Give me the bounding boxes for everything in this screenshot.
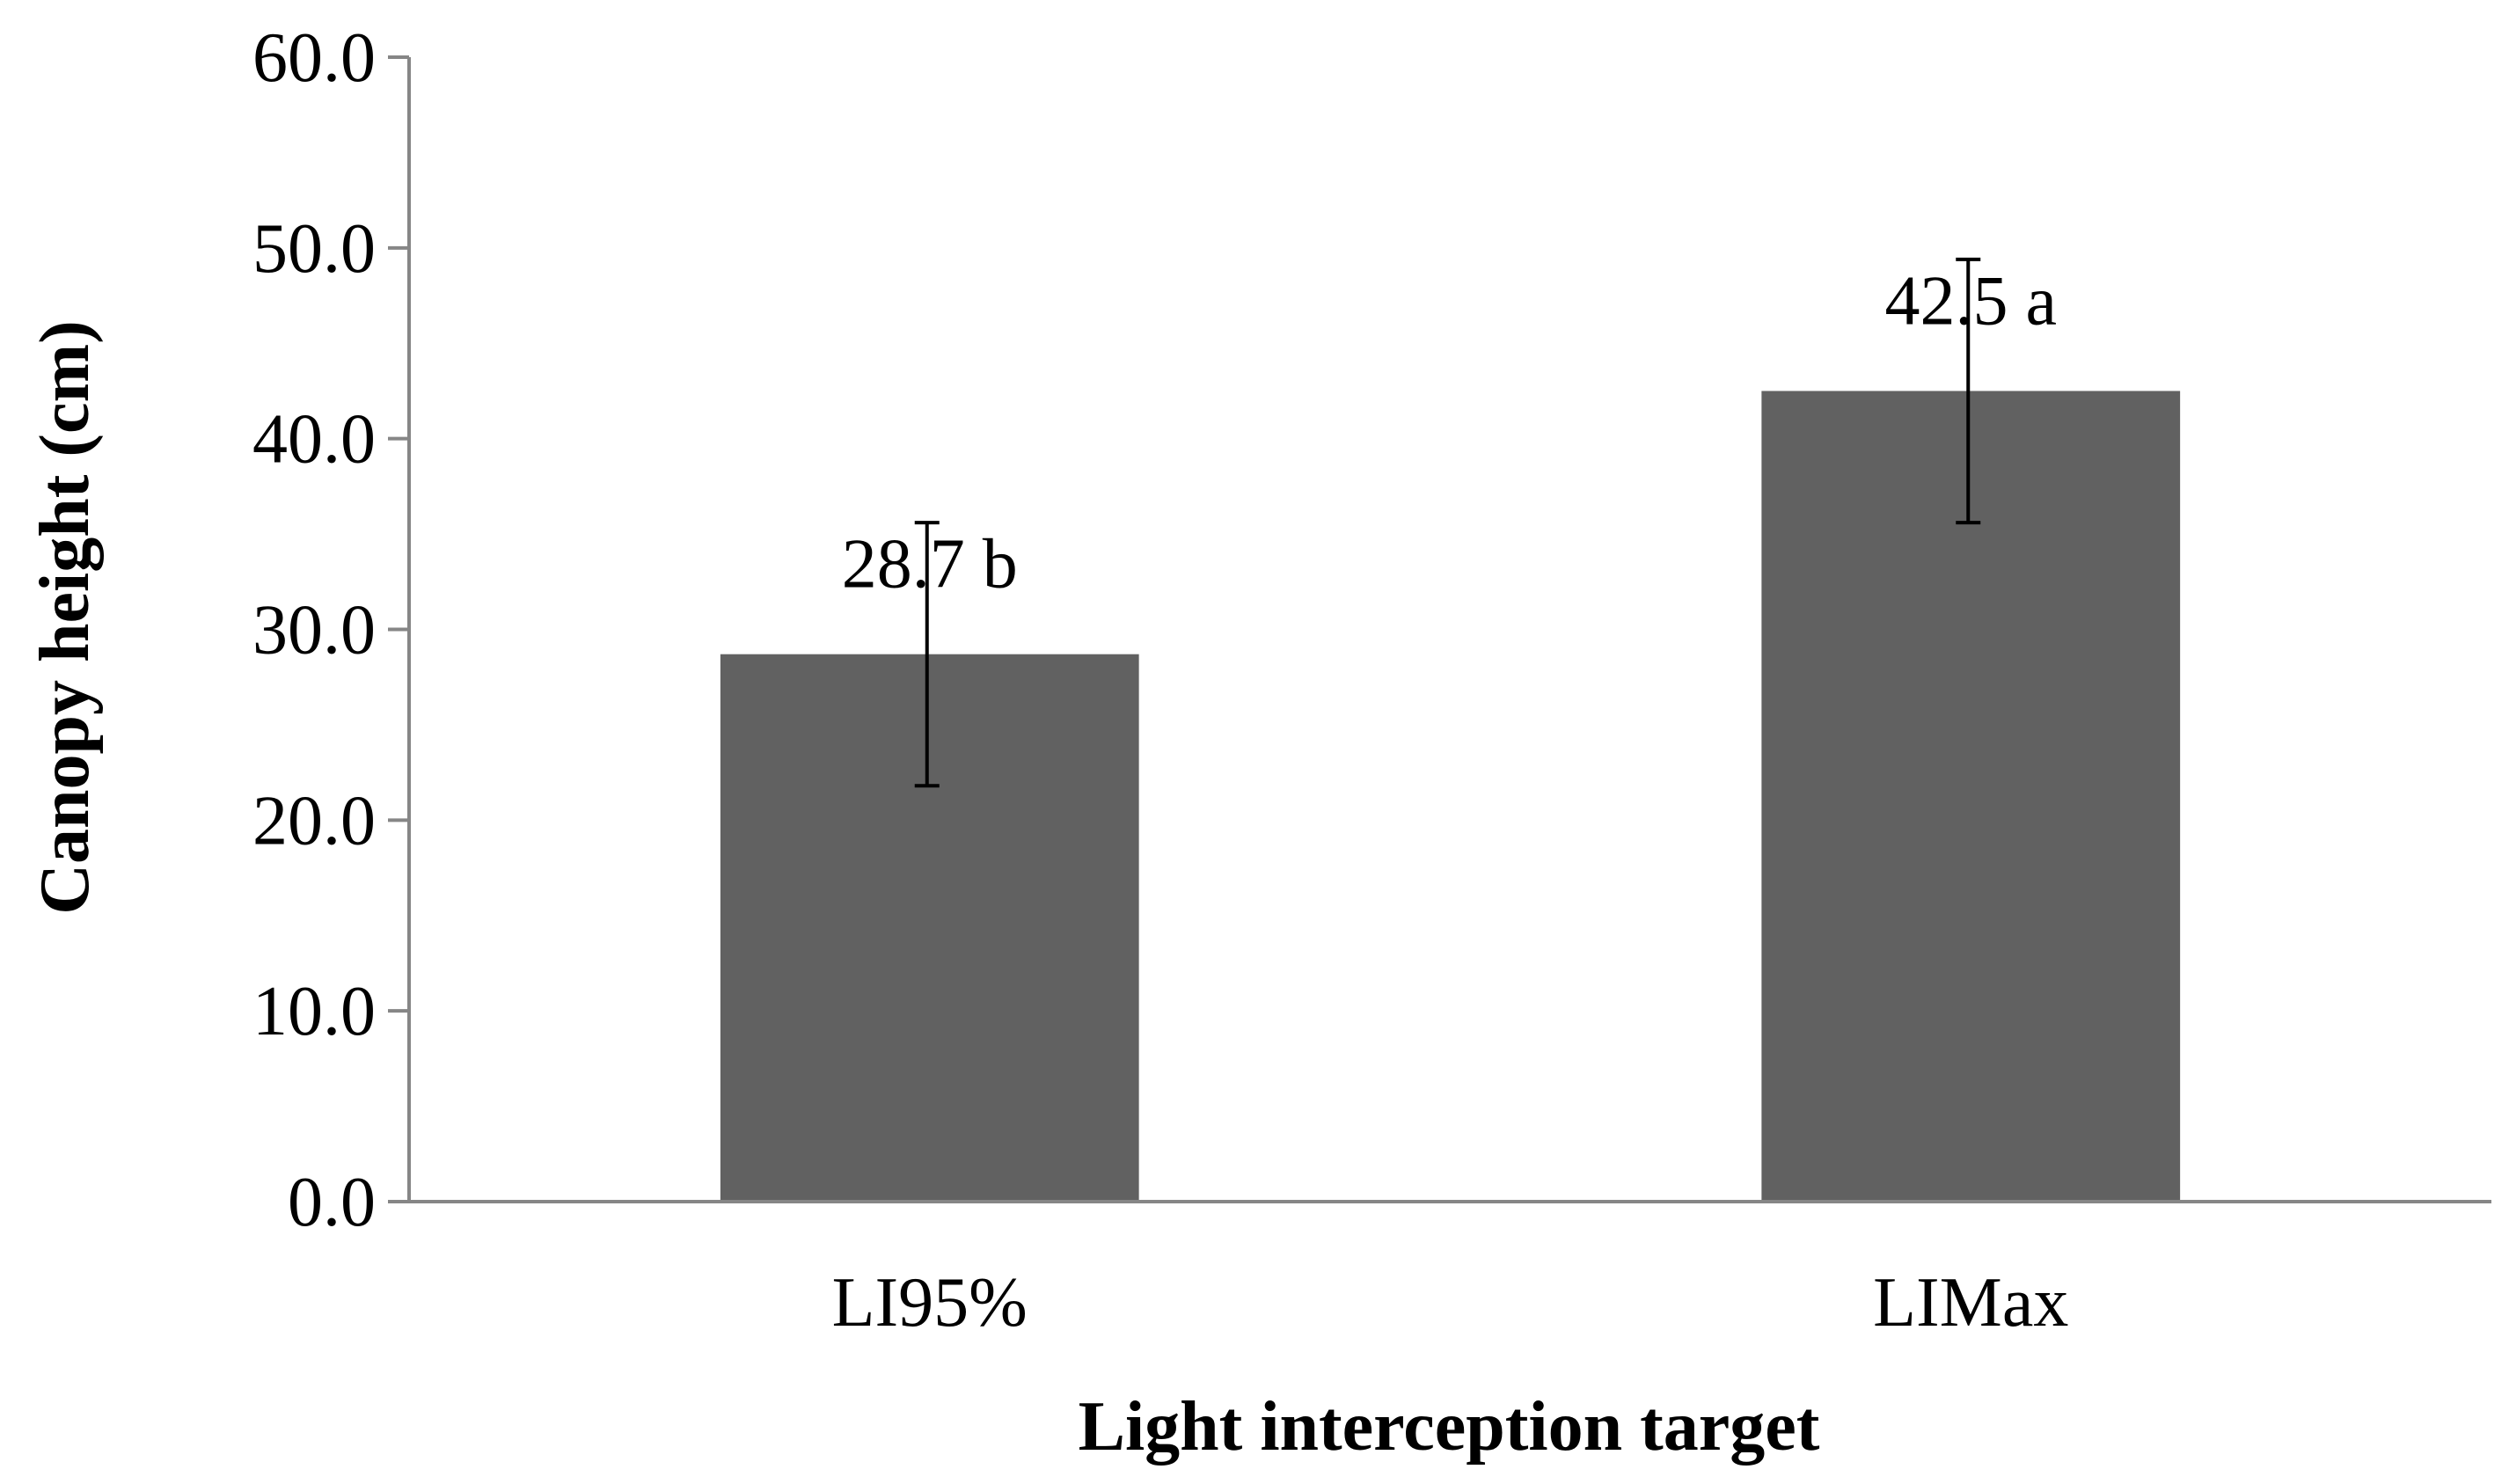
error-bars bbox=[914, 257, 1981, 788]
bars bbox=[720, 391, 2181, 1202]
x-category-label: LI95% bbox=[832, 1264, 1028, 1341]
y-tick-label: 30.0 bbox=[252, 592, 376, 669]
y-tick-label: 10.0 bbox=[252, 973, 376, 1050]
x-axis-categories: LI95% LIMax bbox=[832, 1264, 2069, 1341]
data-label: 42.5 a bbox=[1884, 262, 2057, 340]
y-axis-title: Canopy height (cm) bbox=[26, 320, 104, 915]
y-tick-label: 50.0 bbox=[252, 210, 376, 288]
x-axis-title: Light interception target bbox=[1079, 1388, 1820, 1466]
data-labels: 28.7 b 42.5 a bbox=[842, 262, 2057, 603]
y-tick-label: 60.0 bbox=[252, 19, 376, 97]
error-bar bbox=[1956, 257, 1981, 525]
bar-limax bbox=[1761, 391, 2181, 1202]
y-tick-label: 40.0 bbox=[252, 401, 376, 479]
error-bar bbox=[914, 521, 940, 788]
y-tick-label: 0.0 bbox=[288, 1164, 376, 1241]
data-label: 28.7 b bbox=[842, 526, 1018, 603]
y-tick-label: 20.0 bbox=[252, 782, 376, 859]
x-category-label: LIMax bbox=[1873, 1264, 2068, 1341]
y-axis-ticks: 0.0 10.0 20.0 30.0 40.0 50.0 60.0 bbox=[252, 19, 409, 1241]
bar-li95 bbox=[720, 654, 1139, 1202]
